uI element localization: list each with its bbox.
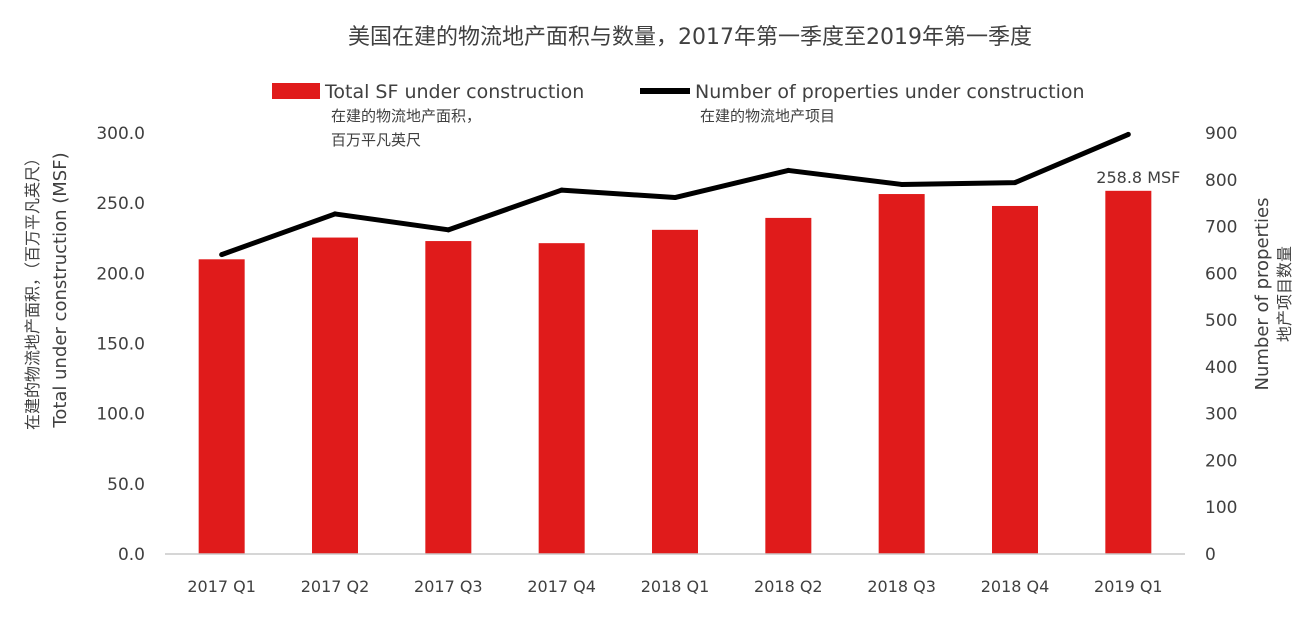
right-axis-label: Number of properties bbox=[1252, 198, 1273, 391]
line-point bbox=[899, 181, 905, 187]
x-tick-label: 2018 Q4 bbox=[981, 577, 1050, 596]
right-axis-ticks: 0 100 200 300 400 500 600 700 800 900 bbox=[1205, 124, 1237, 565]
legend: Total SF under construction 在建的物流地产面积， 百… bbox=[272, 81, 1085, 149]
bar bbox=[878, 194, 925, 555]
legend-label-line-zh: 在建的物流地产项目 bbox=[700, 107, 835, 125]
bar bbox=[652, 229, 698, 554]
line-point bbox=[672, 195, 678, 201]
left-tick-label: 200.0 bbox=[96, 264, 145, 284]
right-tick-label: 100 bbox=[1205, 498, 1237, 518]
x-tick-label: 2018 Q3 bbox=[867, 577, 936, 596]
bar bbox=[765, 217, 812, 554]
x-tick-label: 2018 Q1 bbox=[641, 577, 710, 596]
line-point bbox=[1125, 131, 1131, 137]
right-tick-label: 800 bbox=[1205, 171, 1237, 191]
line-point bbox=[559, 187, 565, 193]
right-tick-label: 700 bbox=[1205, 218, 1237, 238]
left-axis-label: Total under construction (MSF) bbox=[50, 152, 71, 428]
left-tick-label: 300.0 bbox=[96, 124, 145, 144]
right-tick-label: 0 bbox=[1205, 545, 1216, 565]
x-tick-label: 2017 Q3 bbox=[414, 577, 483, 596]
right-tick-label: 300 bbox=[1205, 405, 1237, 425]
right-axis-label-zh: 地产项目数量 bbox=[1275, 246, 1294, 342]
line-point bbox=[785, 167, 791, 173]
bar bbox=[312, 237, 358, 554]
right-tick-label: 500 bbox=[1205, 311, 1237, 331]
x-tick-label: 2017 Q2 bbox=[301, 577, 370, 596]
left-tick-label: 250.0 bbox=[96, 194, 145, 214]
x-tick-label: 2017 Q1 bbox=[187, 577, 256, 596]
left-tick-label: 100.0 bbox=[96, 405, 145, 425]
left-axis-label-zh: 在建的物流地产面积，（百万平凡英尺） bbox=[23, 150, 42, 430]
bar bbox=[425, 241, 472, 554]
right-tick-label: 600 bbox=[1205, 264, 1237, 284]
legend-label-bar-zh-2: 百万平凡英尺 bbox=[331, 131, 421, 149]
bar-series bbox=[198, 190, 1152, 555]
right-tick-label: 900 bbox=[1205, 124, 1237, 144]
left-tick-label: 150.0 bbox=[96, 335, 145, 355]
right-tick-label: 200 bbox=[1205, 451, 1237, 471]
chart-title: 美国在建的物流地产面积与数量，2017年第一季度至2019年第一季度 bbox=[348, 25, 1032, 50]
legend-label-bar: Total SF under construction bbox=[324, 81, 584, 103]
left-tick-label: 50.0 bbox=[107, 475, 145, 495]
right-tick-label: 400 bbox=[1205, 358, 1237, 378]
left-axis-ticks: 0.0 50.0 100.0 150.0 200.0 250.0 300.0 bbox=[96, 124, 145, 565]
x-tick-label: 2017 Q4 bbox=[527, 577, 596, 596]
bar bbox=[538, 243, 585, 554]
data-label-last-bar: 258.8 MSF bbox=[1096, 168, 1180, 187]
legend-label-line: Number of properties under construction bbox=[695, 81, 1085, 103]
legend-label-bar-zh-1: 在建的物流地产面积， bbox=[331, 107, 481, 125]
bar bbox=[992, 205, 1038, 554]
line-points bbox=[219, 131, 1131, 258]
bar bbox=[198, 259, 245, 554]
bar bbox=[1105, 190, 1152, 555]
line-point bbox=[445, 227, 451, 233]
legend-swatch-bar bbox=[272, 83, 320, 99]
x-tick-label: 2019 Q1 bbox=[1094, 577, 1163, 596]
left-tick-label: 0.0 bbox=[118, 545, 145, 565]
line-point bbox=[332, 211, 338, 217]
line-point bbox=[219, 252, 225, 258]
x-tick-label: 2018 Q2 bbox=[754, 577, 823, 596]
x-axis-ticks: 2017 Q1 2017 Q2 2017 Q3 2017 Q4 2018 Q1 2018 … bbox=[187, 577, 1162, 596]
line-point bbox=[1012, 180, 1018, 186]
